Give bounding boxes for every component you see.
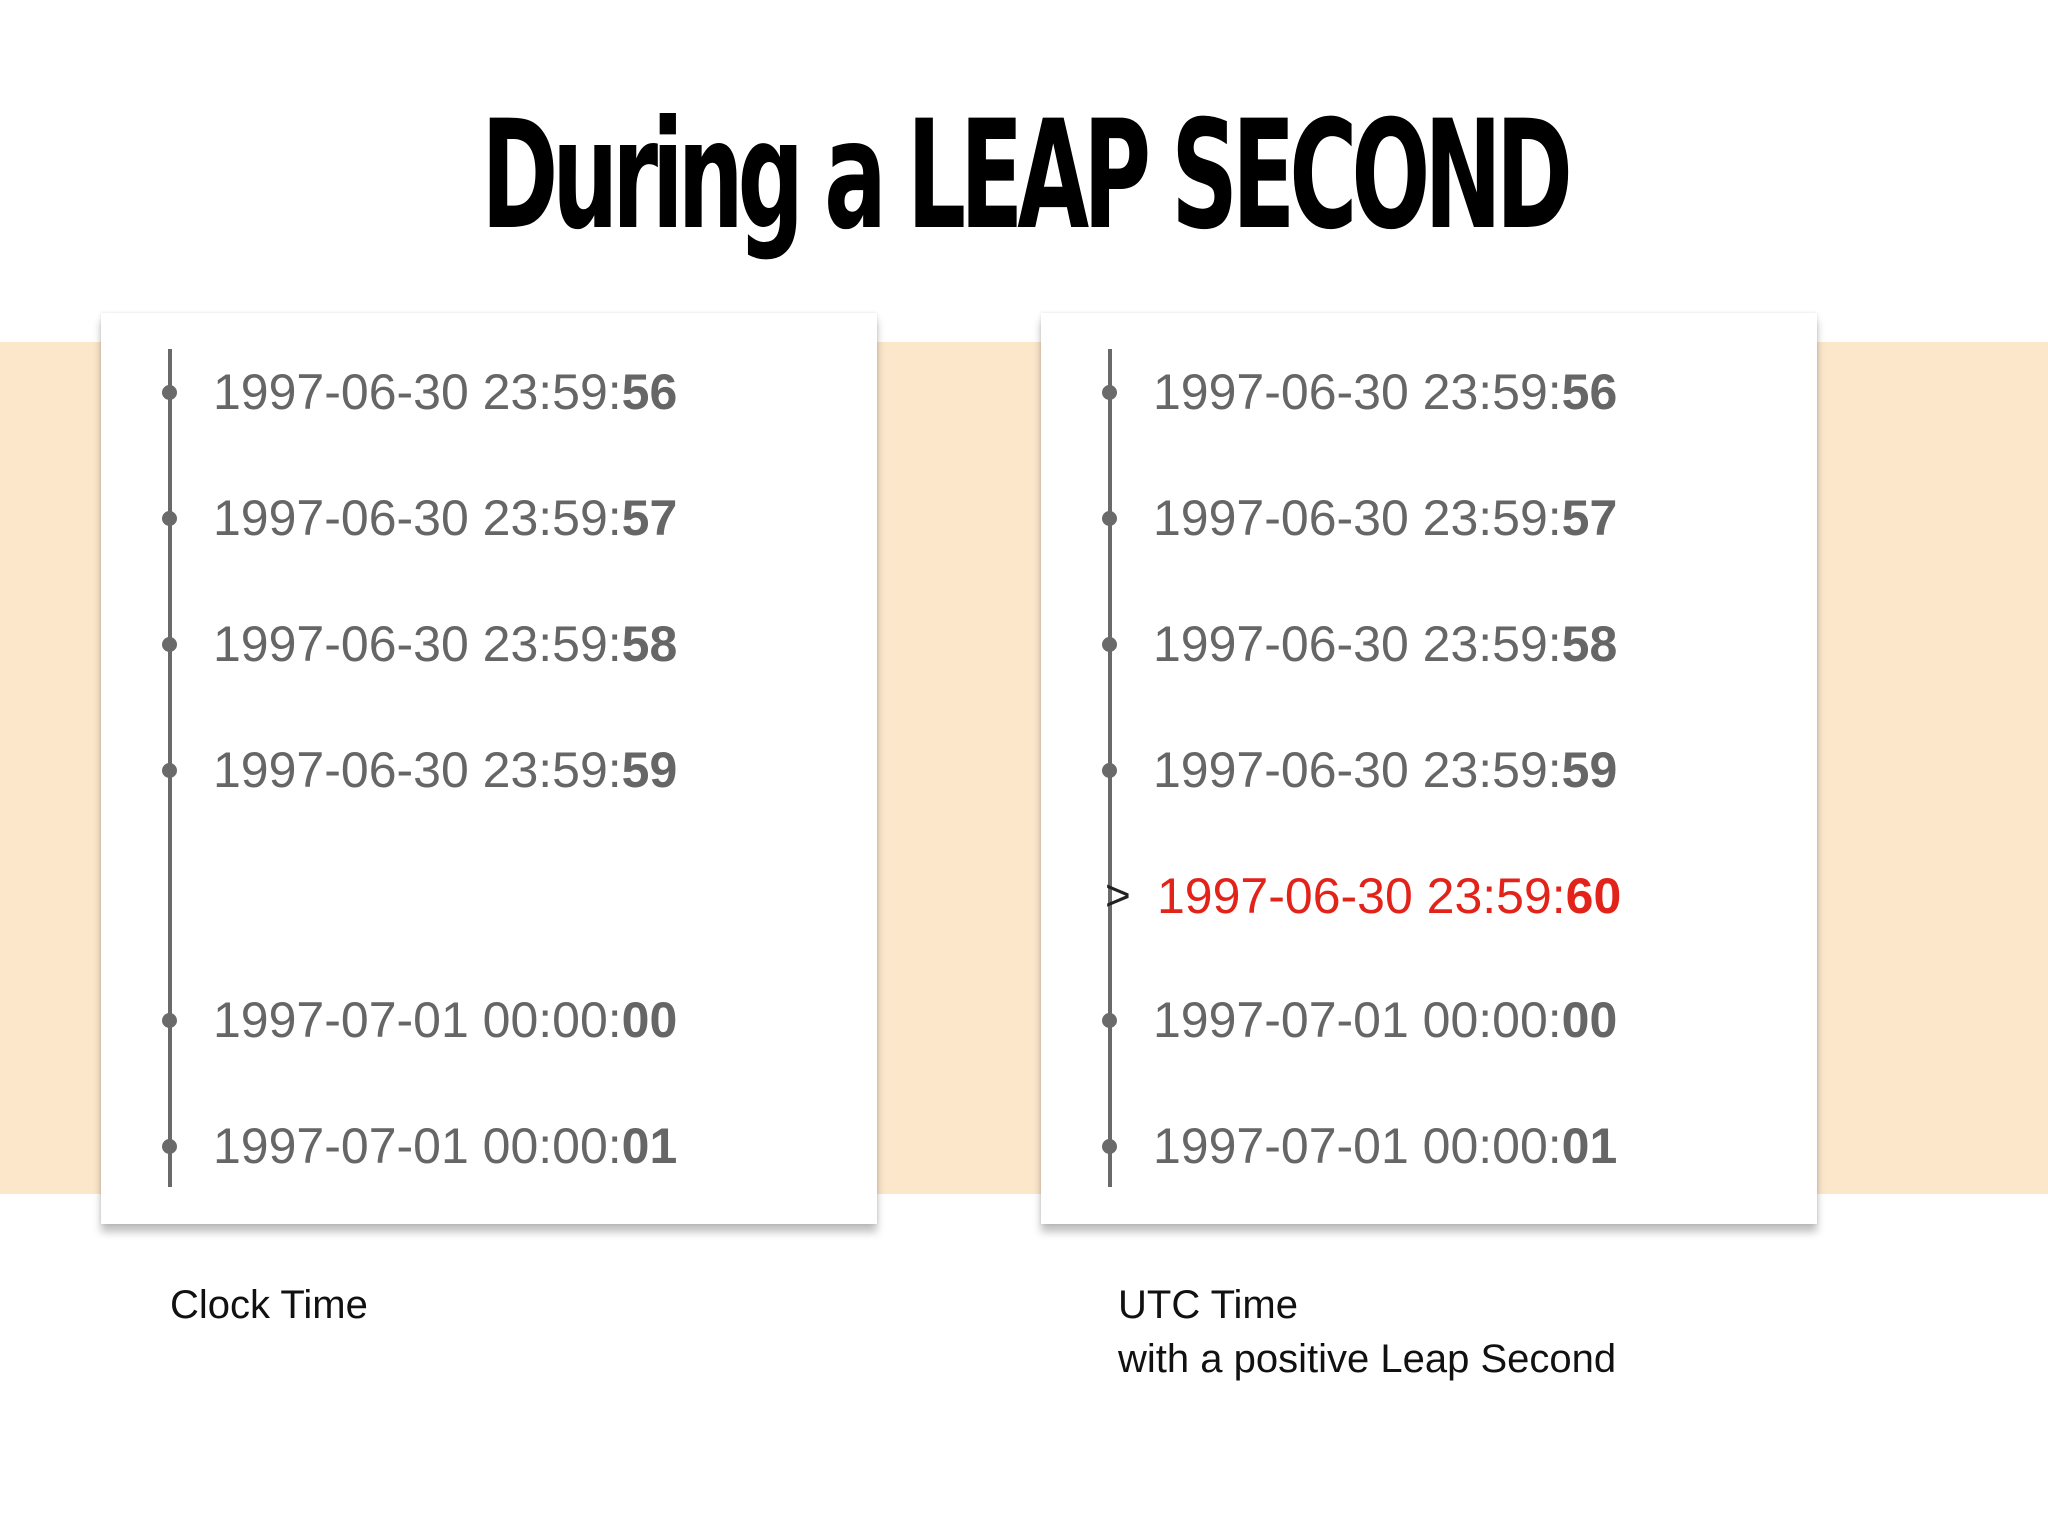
timeline-dot: [162, 1013, 177, 1028]
timeline-dot: [162, 763, 177, 778]
leap-second-entry: > 1997-06-30 23:59:60: [1041, 866, 1817, 926]
clock-time-caption: Clock Time: [170, 1283, 368, 1327]
timeline-dot: [162, 637, 177, 652]
timestamp: 1997-06-30 23:59:58: [1153, 616, 1618, 672]
timeline-entry: 1997-06-30 23:59:58: [101, 614, 877, 674]
timeline-dot: [1102, 385, 1117, 400]
timeline-dot: [162, 1139, 177, 1154]
leap-timestamp: 1997-06-30 23:59:60: [1157, 868, 1622, 924]
timestamp: 1997-07-01 00:00:00: [1153, 992, 1618, 1048]
timeline-entry: 1997-06-30 23:59:59: [101, 740, 877, 800]
timeline-dot: [1102, 1013, 1117, 1028]
timeline-entry: 1997-06-30 23:59:57: [101, 488, 877, 548]
timeline-entry: 1997-06-30 23:59:56: [1041, 362, 1817, 422]
timestamp: 1997-06-30 23:59:59: [1153, 742, 1618, 798]
utc-time-subcaption: with a positive Leap Second: [1118, 1337, 1617, 1381]
timestamp: 1997-06-30 23:59:56: [213, 364, 678, 420]
timeline-dot: [1102, 763, 1117, 778]
seconds: 59: [1561, 742, 1618, 798]
timeline-dot: [1102, 511, 1117, 526]
seconds: 58: [1561, 616, 1618, 672]
timeline-entry: 1997-07-01 00:00:01: [1041, 1116, 1817, 1176]
timestamp: 1997-06-30 23:59:58: [213, 616, 678, 672]
seconds: 59: [621, 742, 678, 798]
timestamp: 1997-06-30 23:59:56: [1153, 364, 1618, 420]
seconds: 00: [1561, 992, 1618, 1048]
utc-time-caption: UTC Time: [1118, 1283, 1298, 1327]
timeline-dot: [1102, 1139, 1117, 1154]
seconds: 01: [621, 1118, 678, 1174]
timestamp: 1997-07-01 00:00:01: [1153, 1118, 1618, 1174]
page-title: During a LEAP SECOND: [481, 89, 1573, 263]
timeline-entry: 1997-06-30 23:59:57: [1041, 488, 1817, 548]
leap-marker-icon: >: [1105, 871, 1131, 920]
timeline-dot: [1102, 637, 1117, 652]
seconds: 57: [1561, 490, 1618, 546]
timeline-entry: 1997-07-01 00:00:00: [101, 990, 877, 1050]
timestamp: 1997-06-30 23:59:57: [1153, 490, 1618, 546]
utc-time-panel: 1997-06-30 23:59:56 1997-06-30 23:59:57 …: [1041, 313, 1817, 1224]
seconds: 57: [621, 490, 678, 546]
clock-time-panel: 1997-06-30 23:59:56 1997-06-30 23:59:57 …: [101, 313, 877, 1224]
timeline-entry: 1997-06-30 23:59:59: [1041, 740, 1817, 800]
timeline-dot: [162, 385, 177, 400]
timeline-dot: [162, 511, 177, 526]
timestamp: 1997-06-30 23:59:59: [213, 742, 678, 798]
timeline-entry: 1997-06-30 23:59:58: [1041, 614, 1817, 674]
seconds: 56: [1561, 364, 1618, 420]
seconds: 60: [1565, 868, 1622, 924]
timestamp: 1997-07-01 00:00:01: [213, 1118, 678, 1174]
timeline-entry: 1997-06-30 23:59:56: [101, 362, 877, 422]
seconds: 56: [621, 364, 678, 420]
timeline-entry: 1997-07-01 00:00:00: [1041, 990, 1817, 1050]
seconds: 00: [621, 992, 678, 1048]
timeline-entry: 1997-07-01 00:00:01: [101, 1116, 877, 1176]
timestamp: 1997-06-30 23:59:57: [213, 490, 678, 546]
timestamp: 1997-07-01 00:00:00: [213, 992, 678, 1048]
seconds: 01: [1561, 1118, 1618, 1174]
seconds: 58: [621, 616, 678, 672]
